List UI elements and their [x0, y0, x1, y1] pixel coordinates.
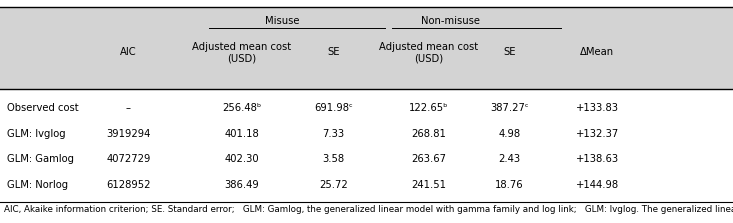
Text: GLM: Ivglog: GLM: Ivglog — [7, 129, 66, 139]
Text: Misuse: Misuse — [265, 16, 300, 26]
Text: 6128952: 6128952 — [106, 180, 150, 190]
FancyBboxPatch shape — [0, 7, 733, 89]
Text: 25.72: 25.72 — [319, 180, 348, 190]
Text: 4.98: 4.98 — [498, 129, 520, 139]
Text: +133.83: +133.83 — [576, 103, 619, 113]
Text: +138.63: +138.63 — [576, 155, 619, 164]
Text: GLM: Gamlog: GLM: Gamlog — [7, 155, 74, 164]
Text: AIC, Akaike information criterion; SE. Standard error;   GLM: Gamlog, the genera: AIC, Akaike information criterion; SE. S… — [4, 205, 733, 214]
Text: –: – — [126, 103, 130, 113]
Text: 268.81: 268.81 — [411, 129, 446, 139]
Text: 3.58: 3.58 — [323, 155, 345, 164]
Text: 241.51: 241.51 — [411, 180, 446, 190]
Text: 3919294: 3919294 — [106, 129, 150, 139]
Text: 256.48ᵇ: 256.48ᵇ — [222, 103, 262, 113]
Text: AIC: AIC — [120, 47, 136, 57]
Text: 691.98ᶜ: 691.98ᶜ — [314, 103, 353, 113]
Text: 7.33: 7.33 — [323, 129, 345, 139]
Text: 387.27ᶜ: 387.27ᶜ — [490, 103, 528, 113]
Text: GLM: Norlog: GLM: Norlog — [7, 180, 68, 190]
Text: 386.49: 386.49 — [224, 180, 259, 190]
Text: 2.43: 2.43 — [498, 155, 520, 164]
Text: Adjusted mean cost
(USD): Adjusted mean cost (USD) — [192, 42, 292, 63]
Text: +144.98: +144.98 — [576, 180, 619, 190]
Text: Adjusted mean cost
(USD): Adjusted mean cost (USD) — [379, 42, 479, 63]
Text: Non-misuse: Non-misuse — [421, 16, 480, 26]
Text: 401.18: 401.18 — [224, 129, 259, 139]
Text: SE: SE — [503, 47, 516, 57]
Text: Observed cost: Observed cost — [7, 103, 79, 113]
Text: 122.65ᵇ: 122.65ᵇ — [409, 103, 449, 113]
Text: ΔMean: ΔMean — [581, 47, 614, 57]
Text: SE: SE — [327, 47, 340, 57]
Text: +132.37: +132.37 — [575, 129, 619, 139]
Text: 18.76: 18.76 — [495, 180, 524, 190]
Text: 4072729: 4072729 — [106, 155, 150, 164]
Text: 402.30: 402.30 — [224, 155, 259, 164]
Text: 263.67: 263.67 — [411, 155, 446, 164]
